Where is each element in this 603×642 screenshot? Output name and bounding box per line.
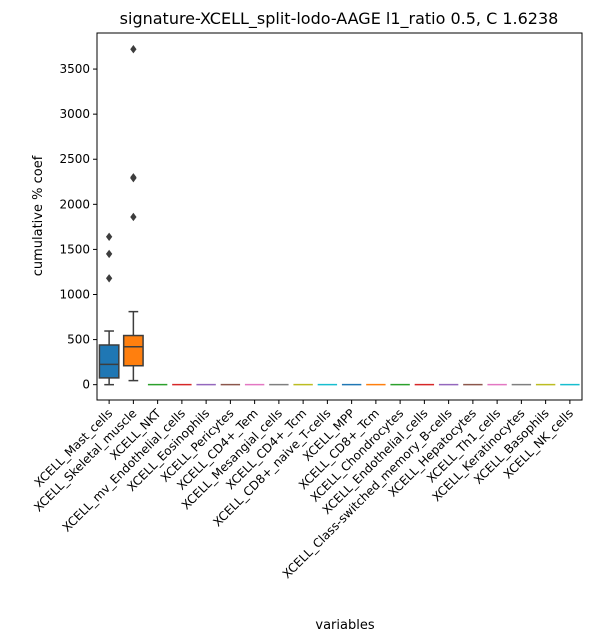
outlier-point	[130, 45, 137, 54]
outlier-point	[130, 173, 137, 182]
outlier-point	[130, 212, 137, 222]
box-group	[98, 232, 120, 386]
y-tick-label: 2000	[59, 197, 90, 211]
box-iqr	[122, 334, 144, 367]
outlier-point	[105, 232, 113, 241]
chart-title: signature-XCELL_split-lodo-AAGE l1_ratio…	[120, 9, 559, 29]
x-axis: XCELL_Mast_cellsXCELL_Skeletal_muscleXCE…	[31, 400, 576, 581]
y-tick-label: 3000	[59, 107, 90, 121]
y-axis: 0 500 1000 1500 2000 2500 3000 3500	[59, 62, 97, 392]
box-iqr	[98, 344, 120, 379]
y-tick-label: 0	[82, 378, 90, 392]
y-tick-label: 1000	[59, 287, 90, 301]
y-axis-label: cumulative % coef	[31, 155, 46, 276]
boxes-layer	[98, 45, 580, 386]
y-tick-label: 2500	[59, 152, 90, 166]
y-tick-label: 1500	[59, 242, 90, 256]
box-group	[122, 45, 144, 382]
y-tick-label: 500	[67, 333, 90, 347]
outlier-point	[105, 274, 113, 283]
plot-area-frame	[96, 32, 583, 401]
y-tick-label: 3500	[59, 62, 90, 76]
x-axis-label: variables	[315, 618, 374, 633]
outlier-point	[105, 249, 113, 259]
